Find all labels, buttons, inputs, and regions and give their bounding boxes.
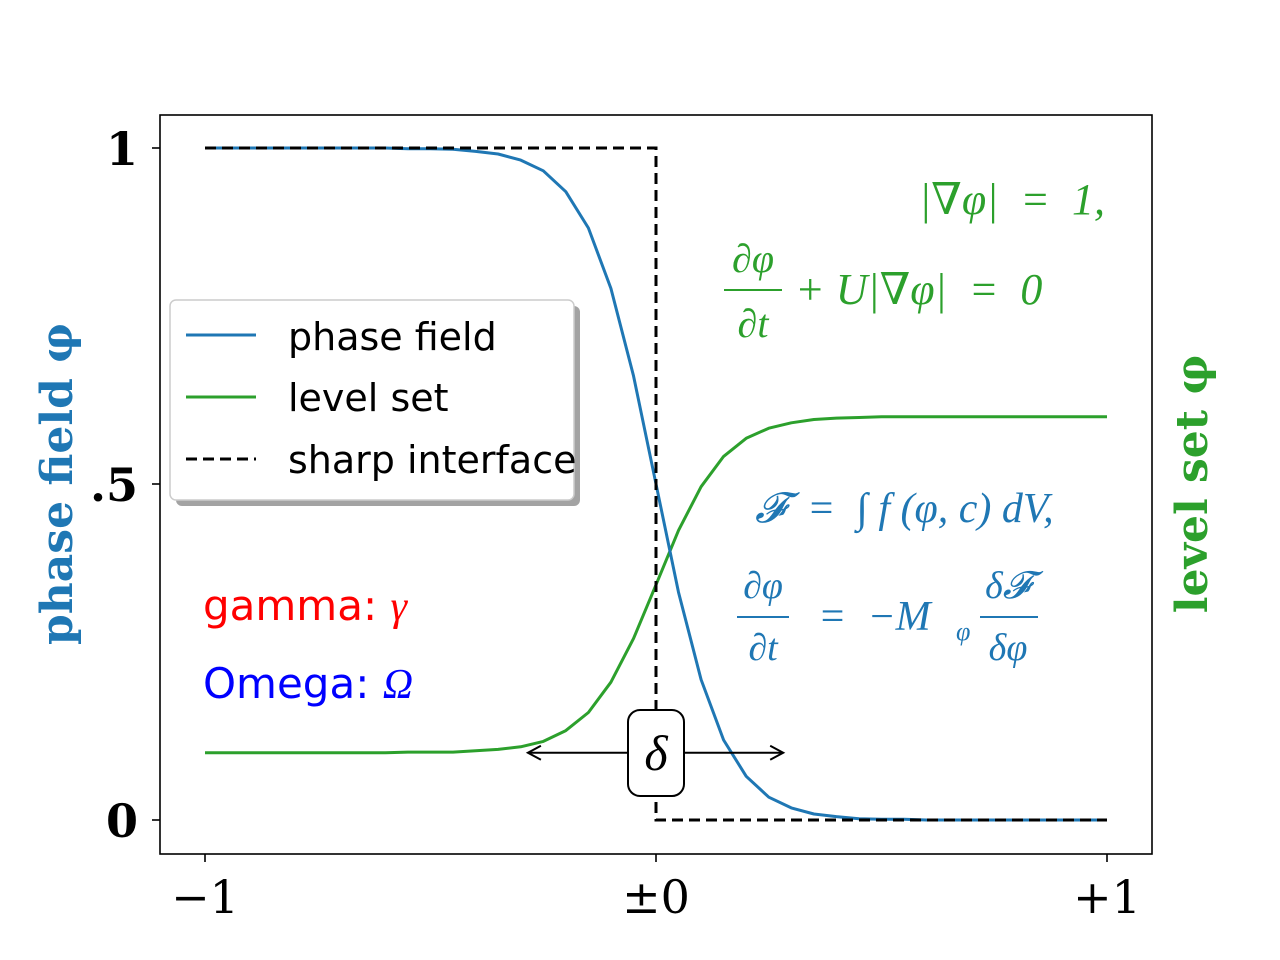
y-axis-label-right: level set φ — [1167, 355, 1218, 614]
phase-eq2-den: ∂t — [748, 627, 779, 669]
phase-eq2-num: ∂φ — [743, 565, 783, 607]
level-set-eq2-num: ∂φ — [732, 236, 774, 281]
legend-label-sharp-interface: sharp interface — [288, 438, 576, 482]
arrow-left-head — [525, 744, 542, 761]
level-set-equations: |∇φ| = 1, ∂φ ∂t + U|∇φ| = 0 — [724, 175, 1105, 346]
omega-annotation: Omega: Ω — [203, 659, 413, 708]
phase-eq2-mid: = −M — [818, 594, 933, 640]
level-set-eq2-rest: + U|∇φ| = 0 — [795, 265, 1042, 314]
y-axis-label-left: phase field φ — [32, 323, 83, 645]
omega-text: Omega: — [203, 659, 383, 708]
phase-field-equations: 𝓕 = ∫ f (φ, c) dV, ∂φ ∂t = −M φ δ𝓕 δφ — [737, 486, 1054, 669]
phase-eq2-frac2-den: δφ — [989, 627, 1028, 669]
delta-box — [627, 709, 685, 797]
delta-annotation: δ — [525, 709, 786, 797]
x-tick-label: +1 — [1073, 870, 1141, 924]
arrow-right-head — [769, 744, 786, 761]
legend-label-phase-field: phase field — [288, 315, 497, 359]
gamma-annotation: gamma: γ — [203, 581, 408, 630]
phase-eq1: 𝓕 = ∫ f (φ, c) dV, — [755, 486, 1054, 534]
x-tick-label: −1 — [171, 870, 239, 924]
legend: phase field level set sharp interface — [169, 299, 580, 506]
omega-symbol: Ω — [383, 662, 413, 708]
legend-label-level-set: level set — [288, 376, 449, 420]
level-set-eq2-den: ∂t — [738, 301, 770, 346]
series-line-sharp-interface — [205, 146, 1107, 822]
phase-eq2-frac2-num: δ𝓕 — [985, 565, 1044, 607]
gamma-symbol: γ — [390, 584, 408, 630]
y-tick-label: .5 — [90, 458, 138, 512]
phase-eq2-sub: φ — [956, 617, 970, 646]
y-tick-label: 1 — [106, 122, 138, 176]
level-set-eq1: |∇φ| = 1, — [919, 175, 1105, 224]
delta-label: δ — [644, 725, 668, 781]
gamma-text: gamma: — [203, 581, 390, 630]
y-tick-label: 0 — [106, 794, 138, 848]
x-tick-label: ±0 — [622, 870, 690, 924]
legend-box — [169, 299, 575, 501]
